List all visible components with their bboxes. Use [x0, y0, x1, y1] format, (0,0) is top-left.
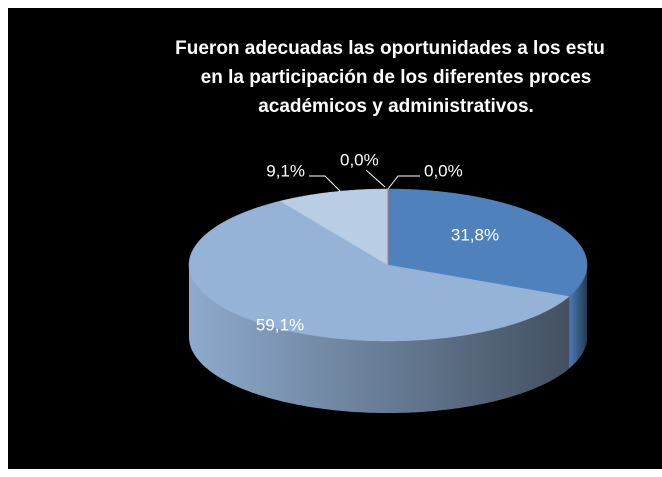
chart-title: académicos y administrativos.: [258, 96, 534, 117]
leader-line: [387, 175, 420, 190]
chart-title: en la participación de los diferentes pr…: [201, 67, 592, 88]
plot: Fueron adecuadas las oportunidades a los…: [175, 38, 605, 413]
slice-side-shade: [189, 265, 570, 413]
slice: [387, 188, 588, 297]
leader-line: [309, 175, 341, 192]
leader-line: [365, 169, 386, 188]
slice-side-shade: [569, 265, 587, 369]
data-label: 31,8%: [451, 225, 499, 244]
data-label: 59,1%: [256, 315, 304, 334]
chart-title: Fueron adecuadas las oportunidades a los…: [175, 38, 605, 59]
slice: [279, 188, 389, 266]
data-label: 9,1%: [266, 161, 305, 180]
slice: [188, 200, 570, 342]
data-label: 0,0%: [340, 150, 379, 169]
data-label: 0,0%: [424, 161, 463, 180]
